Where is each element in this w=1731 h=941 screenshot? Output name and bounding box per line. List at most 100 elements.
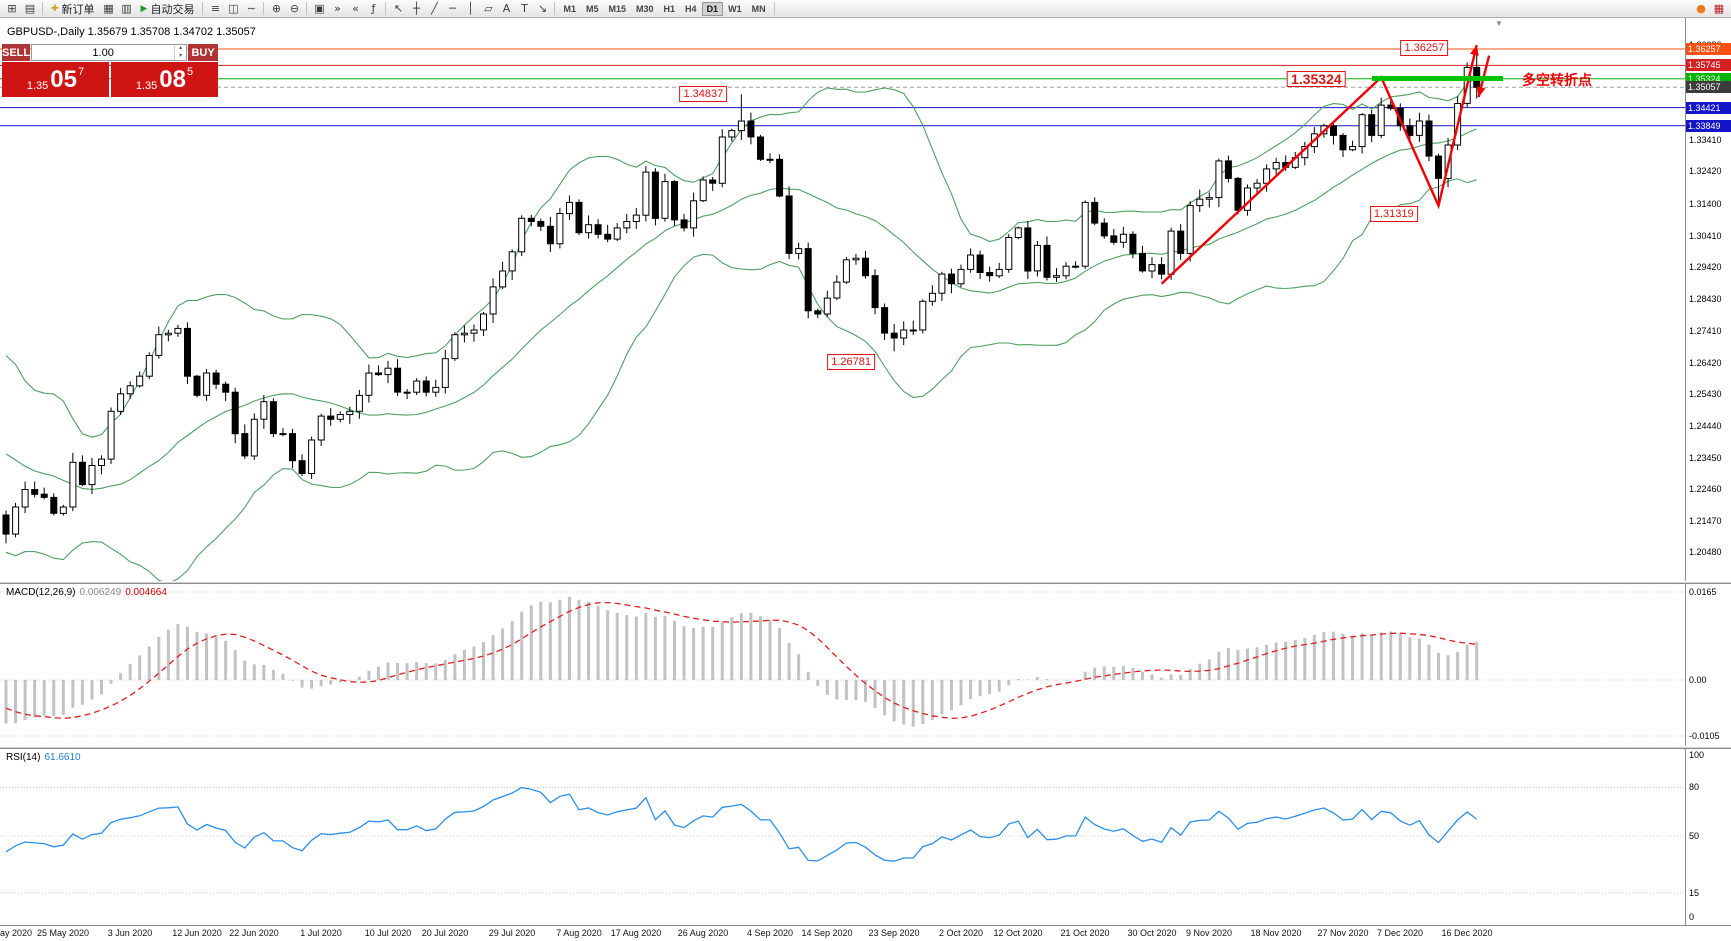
candlesticks [2,49,1481,544]
annotation-resistance-1-35324[interactable]: 1.35324 [1287,70,1346,87]
cursor-icon[interactable]: ↖ [393,1,404,15]
autotrade-button-icon: ▶ [140,3,148,13]
date-label: 17 Aug 2020 [610,928,662,938]
toolbar-separator [202,2,204,15]
text-label-icon[interactable]: A [502,1,511,15]
annotation-top-1-36257[interactable]: 1.36257 [1400,40,1449,57]
annotation-high-1-34837[interactable]: 1.34837 [679,86,728,103]
rsi-chart[interactable] [0,749,1685,925]
timeframe-d1[interactable]: D1 [701,1,724,16]
volume-up-icon[interactable]: ▴ [179,45,183,51]
rsi-axis-label: 50 [1689,831,1700,841]
sell-price-prefix: 1.35 [26,80,49,92]
market-watch-icon[interactable]: ▦ [103,1,114,15]
crosshair-icon[interactable]: ┼ [413,1,420,15]
buy-price-sup: 5 [187,66,194,78]
horizontal-line-icon[interactable]: ─ [449,1,456,15]
date-label: 14 Sep 2020 [801,928,853,938]
buy-button[interactable]: BUY [188,44,218,61]
panel-separator[interactable] [0,581,1731,584]
zoom-in-icon[interactable]: ⊕ [271,1,282,15]
date-label: 12 Oct 2020 [993,928,1043,938]
timeframe-m15[interactable]: M15 [608,3,627,14]
line-chart-icon[interactable]: ∼ [246,1,257,15]
bollinger-middle-band [5,128,1477,490]
tile-windows-icon[interactable]: ▣ [314,1,325,15]
text-icon[interactable]: T [521,1,528,15]
timeframe-h4[interactable]: H4 [685,3,697,14]
price-axis-label: 1.23450 [1689,453,1722,463]
equidistant-channel-icon[interactable]: ▱ [484,1,493,15]
price-axis-label: 1.32420 [1689,166,1722,176]
toolbar-separator [263,2,265,15]
price-axis-label: 1.29420 [1689,262,1722,272]
chart-shift-icon[interactable]: « [352,1,359,15]
price-axis-label: 1.33410 [1689,135,1722,145]
timeframe-m30[interactable]: M30 [636,3,654,14]
arrow-objects-icon[interactable]: ↘ [537,1,548,15]
macd-signal-line [5,601,1477,720]
one-click-trading-panel: SELL ▴ ▾ BUY 1.35 05 7 1.35 [2,44,218,97]
price-axis: 1.363801.353901.344001.334101.324201.314… [1685,18,1731,581]
date-label: 15 May 2020 [0,928,33,938]
turning-point-line[interactable] [1372,76,1503,81]
macd-axis: 0.0165 0.00 -0.0105 [1685,584,1731,746]
new-order-button-icon: ✚ [51,3,59,13]
trend-zigzag[interactable] [1160,44,1479,285]
annotation-dip-1-31319[interactable]: 1.31319 [1369,205,1418,222]
price-tag: 1.35057 [1686,81,1731,93]
bollinger-bands [5,77,1477,581]
rsi-axis: 100 80 50 15 0 [1685,749,1731,925]
autotrade-button[interactable]: ▶ 自动交易 [136,1,200,17]
date-label: 30 Oct 2020 [1127,928,1177,938]
trendline-icon[interactable]: ╱ [431,1,438,15]
volume-down-icon[interactable]: ▾ [179,52,183,59]
macd-chart[interactable] [0,584,1685,746]
toolbar-separator [42,2,43,15]
rsi-line [5,786,1478,862]
timeframe-h1[interactable]: H1 [663,3,676,14]
price-axis-label: 1.28430 [1689,294,1722,304]
date-label: 27 Nov 2020 [1317,928,1369,938]
new-chart-icon[interactable]: ⊞ [7,1,17,15]
auto-scroll-icon[interactable]: » [334,1,341,15]
volume-input[interactable] [32,45,175,60]
volume-field[interactable]: ▴ ▾ [31,44,188,61]
price-axis-label: 1.30410 [1689,231,1722,241]
vertical-line-icon[interactable]: │ [467,1,474,15]
date-label: 23 Sep 2020 [868,928,920,938]
zoom-out-icon[interactable]: ⊖ [289,1,300,15]
timeframe-mn[interactable]: MN [751,3,766,14]
price-axis-label: 1.21470 [1689,516,1722,526]
toolbar-separator [385,2,387,15]
macd-histogram [4,597,1479,727]
date-label: 7 Dec 2020 [1376,928,1424,938]
annotation-low-1-26781[interactable]: 1.26781 [827,354,876,371]
sell-price-big: 05 [50,66,77,93]
timeframe-m5[interactable]: M5 [585,3,599,14]
panel-separator[interactable] [0,746,1731,749]
rsi-axis-label: 80 [1689,782,1700,792]
notification-icon[interactable]: ● [1696,1,1706,15]
navigator-icon[interactable]: ▥ [121,1,132,15]
timeframe-m1[interactable]: M1 [563,3,576,14]
buy-price-button[interactable]: 1.35 08 5 [111,62,218,97]
indicators-icon[interactable]: ƒ [371,1,376,15]
timeframe-w1[interactable]: W1 [728,3,742,14]
price-chart-overlay: 1.34837 1.26781 1.35324 1.36257 1.31319 多空转折点 [0,18,1685,581]
macd-axis-label: 0.00 [1689,675,1707,685]
chart-profiles-icon[interactable]: ▤ [24,1,36,15]
price-chart[interactable] [0,18,1685,581]
sell-button[interactable]: SELL [2,44,31,61]
horizontal-lines[interactable] [0,48,1685,127]
date-label: 12 Jun 2020 [172,928,222,938]
bar-chart-icon[interactable]: ≡ [210,1,221,15]
toolbar-separator [554,2,556,15]
turning-point-label[interactable]: 多空转折点 [1522,72,1592,89]
rsi-axis-label: 0 [1689,912,1695,922]
sell-price-button[interactable]: 1.35 05 7 [2,62,109,97]
market-icon[interactable]: ▦ [1713,1,1725,15]
candlestick-chart-icon[interactable]: ◫ [228,1,239,15]
new-order-button[interactable]: ✚ 新订单 [46,1,100,17]
